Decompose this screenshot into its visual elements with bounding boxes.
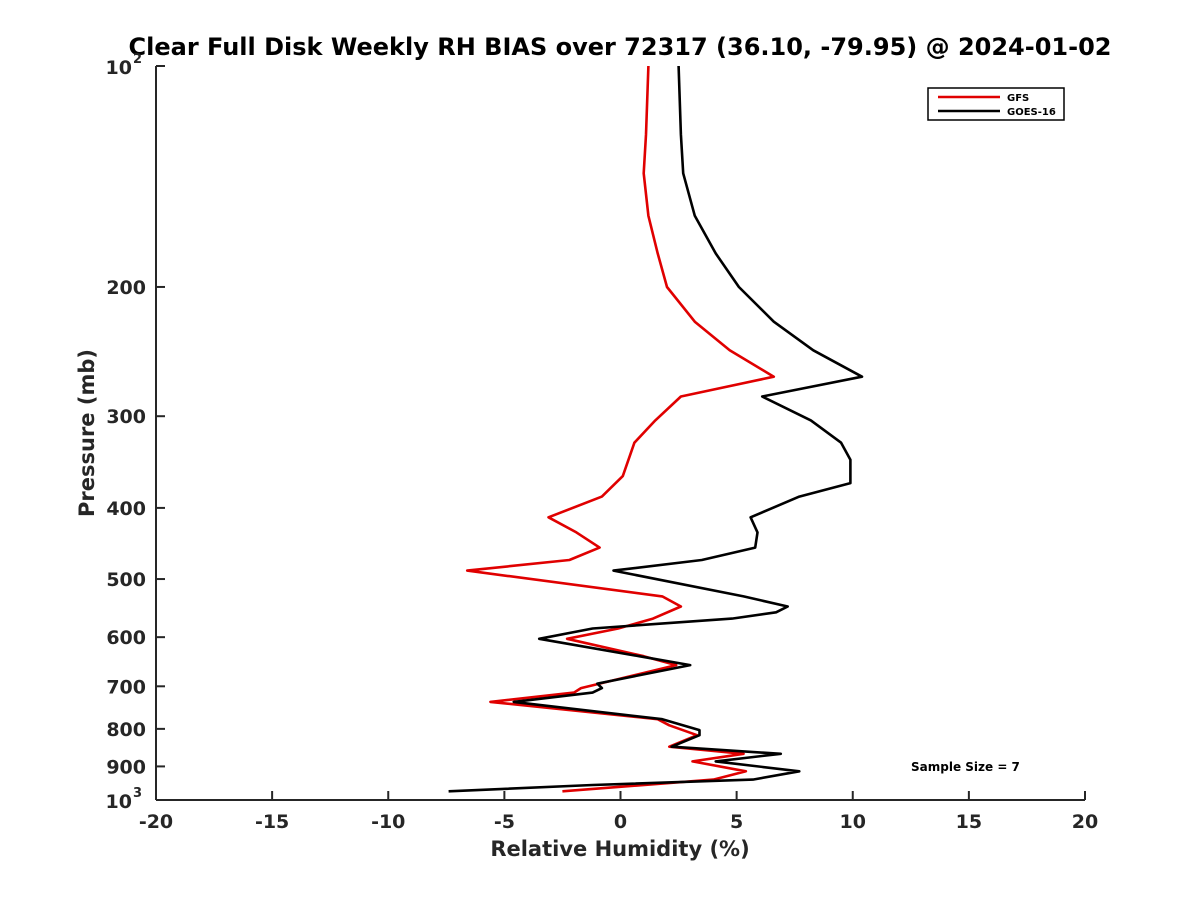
y-tick-exponent: 2 xyxy=(133,52,142,67)
x-tick-label: 15 xyxy=(956,811,982,833)
x-tick-label: 20 xyxy=(1072,811,1098,833)
y-tick-label: 500 xyxy=(106,569,146,591)
y-axis-label: Pressure (mb) xyxy=(75,349,99,517)
legend-label-goes-16: GOES-16 xyxy=(1007,107,1056,118)
legend: GFS GOES-16 xyxy=(927,87,1065,121)
y-tick-label: 600 xyxy=(106,627,146,649)
y-tick-label: 400 xyxy=(106,498,146,520)
y-tick-label: 200 xyxy=(106,277,146,299)
x-tick-label: -5 xyxy=(494,811,515,833)
x-tick-label: -10 xyxy=(371,811,405,833)
y-tick-label: 10 xyxy=(106,791,132,813)
x-axis-label: Relative Humidity (%) xyxy=(490,837,749,861)
chart-title: Clear Full Disk Weekly RH BIAS over 7231… xyxy=(129,33,1112,61)
x-tick-label: 0 xyxy=(614,811,627,833)
legend-label-gfs: GFS xyxy=(1007,93,1029,104)
x-tick-label: 10 xyxy=(840,811,866,833)
legend-box xyxy=(927,87,1065,121)
series-layer xyxy=(448,65,864,793)
x-tick-label: -20 xyxy=(139,811,173,833)
x-tick-label: -15 xyxy=(255,811,289,833)
y-tick-label: 700 xyxy=(106,676,146,698)
y-tick-label: 300 xyxy=(106,406,146,428)
series-line-goes-16 xyxy=(448,65,864,793)
y-tick-label: 10 xyxy=(106,57,132,79)
y-tick-label: 900 xyxy=(106,756,146,778)
x-tick-label: 5 xyxy=(730,811,743,833)
sample-size-annotation: Sample Size = 7 xyxy=(911,760,1020,774)
series-line-gfs xyxy=(465,65,776,793)
y-tick-exponent: 3 xyxy=(133,786,142,801)
y-tick-label: 800 xyxy=(106,719,146,741)
